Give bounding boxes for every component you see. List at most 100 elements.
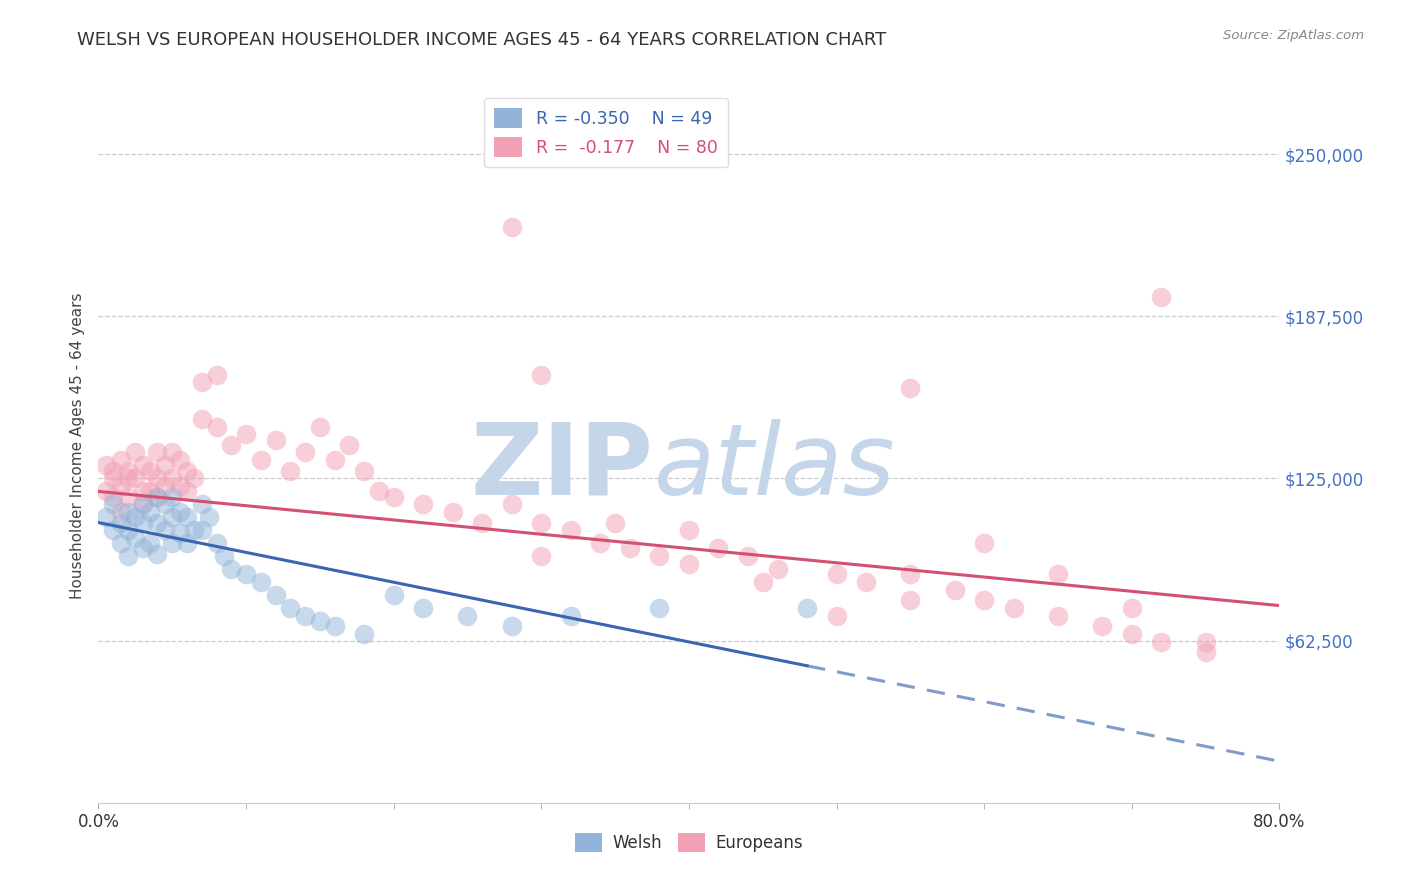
Point: [530, 516, 553, 530]
Point: [191, 376, 214, 390]
Point: [309, 614, 332, 628]
Point: [382, 588, 405, 602]
Point: [973, 593, 995, 607]
Point: [110, 479, 132, 493]
Point: [103, 490, 125, 504]
Y-axis label: Householder Income Ages 45 - 64 years: Householder Income Ages 45 - 64 years: [69, 293, 84, 599]
Point: [176, 510, 198, 524]
Point: [1002, 601, 1025, 615]
Point: [132, 541, 155, 556]
Point: [153, 524, 176, 538]
Point: [94, 510, 117, 524]
Point: [110, 453, 132, 467]
Point: [323, 453, 346, 467]
Point: [339, 438, 361, 452]
Point: [353, 627, 375, 641]
Point: [139, 464, 162, 478]
Point: [146, 547, 169, 561]
Point: [264, 433, 287, 447]
Point: [1046, 609, 1070, 624]
Point: [169, 505, 191, 519]
Point: [530, 549, 553, 564]
Point: [110, 536, 132, 550]
Point: [221, 562, 243, 576]
Point: [132, 458, 155, 473]
Point: [589, 536, 612, 550]
Point: [766, 562, 789, 576]
Point: [1150, 290, 1173, 304]
Point: [412, 601, 434, 615]
Point: [752, 575, 775, 590]
Point: [250, 453, 273, 467]
Point: [855, 575, 877, 590]
Point: [110, 505, 132, 519]
Point: [471, 516, 494, 530]
Point: [117, 471, 139, 485]
Point: [294, 445, 316, 459]
Point: [94, 484, 117, 499]
Point: [153, 479, 176, 493]
Point: [169, 525, 191, 540]
Point: [501, 497, 523, 511]
Point: [707, 541, 730, 556]
Legend: Welsh, Europeans: Welsh, Europeans: [568, 826, 810, 859]
Point: [169, 453, 191, 467]
Point: [1091, 619, 1114, 633]
Point: [678, 524, 700, 538]
Point: [441, 505, 464, 519]
Point: [153, 497, 176, 511]
Point: [605, 516, 627, 530]
Point: [825, 567, 848, 582]
Point: [162, 445, 183, 459]
Point: [162, 510, 183, 524]
Point: [205, 419, 228, 434]
Point: [183, 524, 205, 538]
Point: [94, 458, 117, 473]
Point: [501, 219, 523, 234]
Point: [183, 471, 205, 485]
Point: [117, 490, 139, 504]
Point: [132, 497, 155, 511]
Point: [146, 445, 169, 459]
Point: [457, 609, 479, 624]
Text: WELSH VS EUROPEAN HOUSEHOLDER INCOME AGES 45 - 64 YEARS CORRELATION CHART: WELSH VS EUROPEAN HOUSEHOLDER INCOME AGE…: [77, 31, 887, 49]
Point: [162, 536, 183, 550]
Point: [103, 497, 125, 511]
Point: [294, 609, 316, 624]
Point: [1195, 645, 1218, 659]
Point: [648, 601, 671, 615]
Point: [1046, 567, 1070, 582]
Point: [139, 536, 162, 550]
Point: [221, 438, 243, 452]
Point: [1121, 601, 1143, 615]
Point: [117, 505, 139, 519]
Point: [900, 567, 922, 582]
Point: [103, 464, 125, 478]
Point: [176, 464, 198, 478]
Point: [264, 588, 287, 602]
Point: [900, 381, 922, 395]
Point: [250, 575, 273, 590]
Point: [212, 549, 235, 564]
Point: [191, 524, 214, 538]
Point: [139, 484, 162, 499]
Point: [124, 471, 146, 485]
Point: [103, 471, 125, 485]
Point: [103, 524, 125, 538]
Point: [124, 445, 146, 459]
Point: [530, 368, 553, 382]
Point: [132, 484, 155, 499]
Point: [973, 536, 995, 550]
Point: [117, 464, 139, 478]
Point: [153, 458, 176, 473]
Point: [146, 471, 169, 485]
Point: [368, 484, 391, 499]
Point: [382, 490, 405, 504]
Point: [943, 582, 966, 597]
Point: [323, 619, 346, 633]
Point: [117, 549, 139, 564]
Point: [198, 510, 221, 524]
Point: [309, 419, 332, 434]
Point: [280, 601, 302, 615]
Point: [353, 464, 375, 478]
